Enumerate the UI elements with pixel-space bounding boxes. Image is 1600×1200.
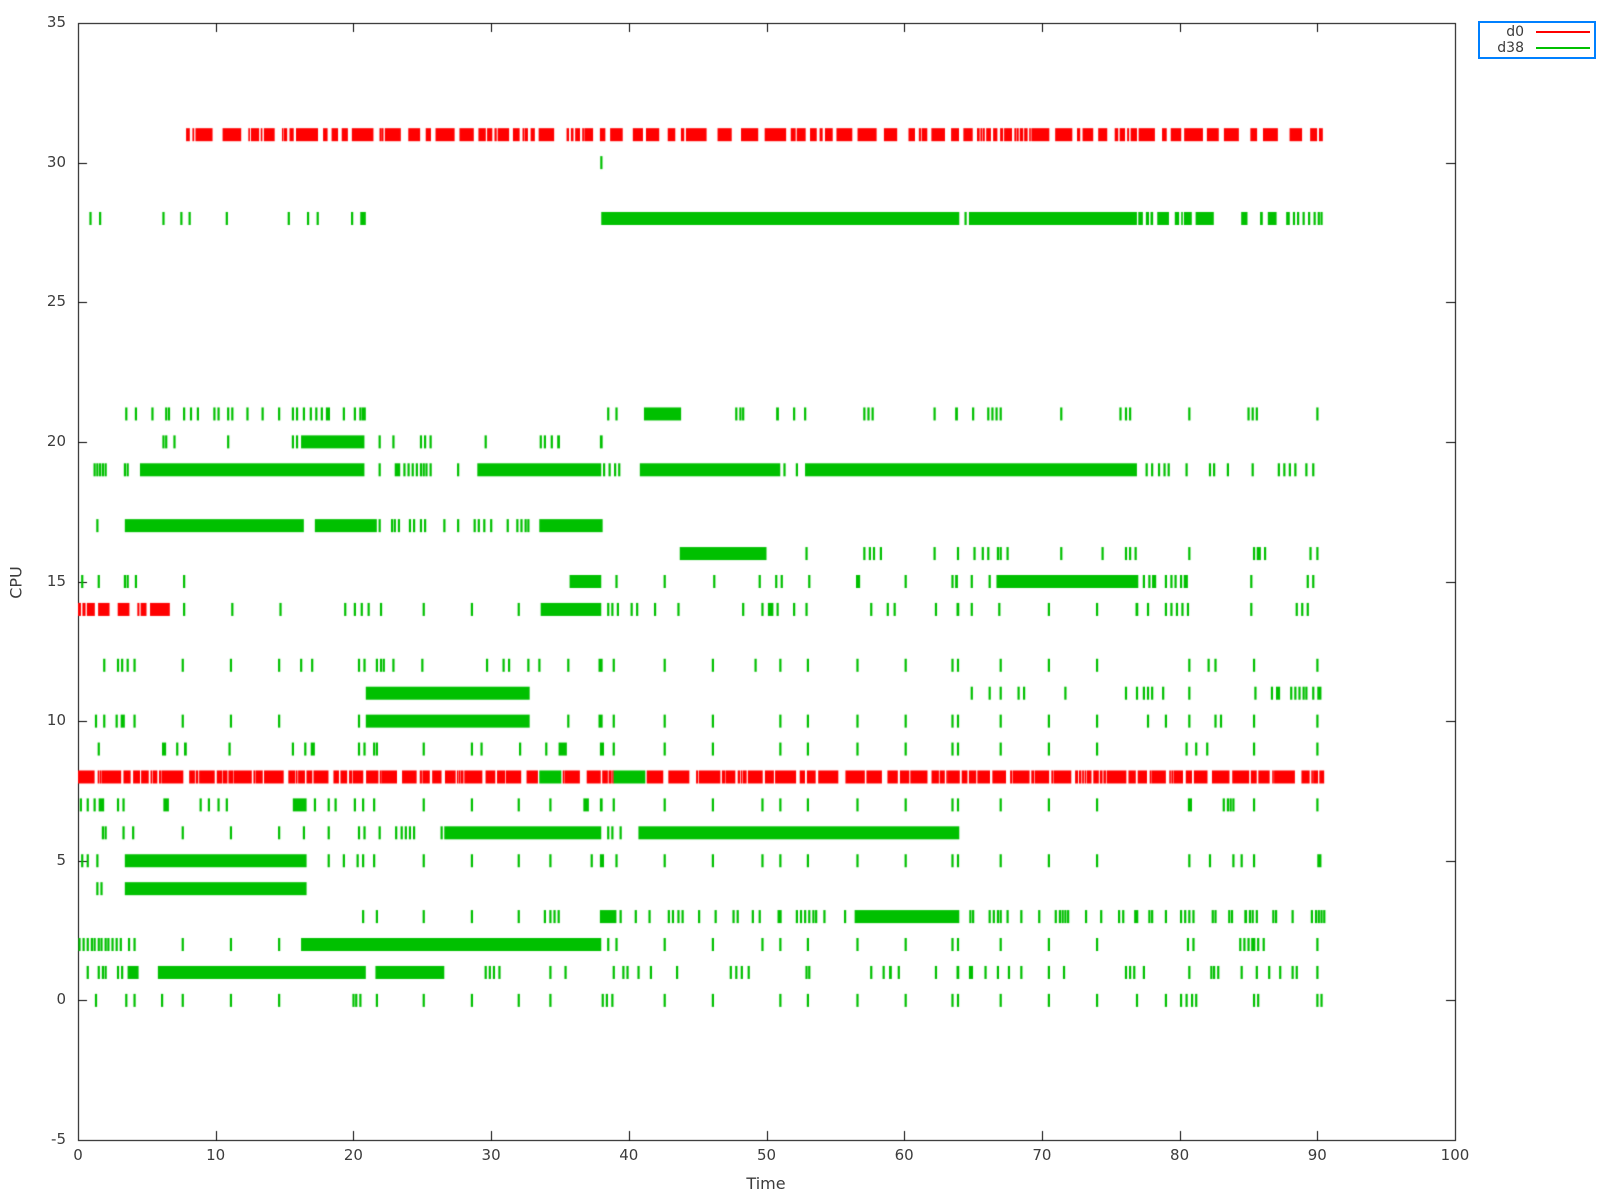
y-tick-label: 15 — [46, 571, 66, 590]
x-axis-title: Time — [746, 1174, 786, 1193]
x-tick-label: 50 — [756, 1146, 777, 1164]
x-tick-label: 70 — [1032, 1146, 1052, 1164]
legend-line-sample-d0 — [1536, 31, 1590, 33]
y-tick-label: 30 — [46, 152, 66, 171]
y-tick-label: 25 — [46, 292, 66, 311]
legend-entry-d0: d0 — [1484, 24, 1590, 40]
x-tick-label: 90 — [1307, 1146, 1327, 1164]
y-tick-label: 35 — [46, 13, 66, 31]
y-tick-label: 5 — [56, 850, 66, 869]
legend: d0 d38 — [1478, 21, 1596, 59]
x-tick-label: 10 — [206, 1146, 226, 1164]
y-tick-label: -5 — [51, 1130, 66, 1148]
x-tick-label: 100 — [1440, 1146, 1470, 1164]
y-axis-title: CPU — [6, 566, 26, 599]
x-tick-label: 40 — [619, 1146, 639, 1164]
y-tick-label: 20 — [46, 431, 66, 450]
x-tick-label: 30 — [481, 1146, 501, 1164]
x-tick-label: 20 — [343, 1146, 363, 1164]
x-tick-label: 0 — [73, 1146, 83, 1164]
legend-entry-d38: d38 — [1484, 40, 1590, 56]
y-tick-label: 0 — [56, 990, 66, 1009]
x-tick-label: 80 — [1170, 1146, 1190, 1164]
legend-label-d38: d38 — [1497, 40, 1524, 56]
legend-label-d0: d0 — [1506, 24, 1524, 40]
y-tick-label: 10 — [46, 711, 66, 730]
legend-line-sample-d38 — [1536, 47, 1590, 49]
x-tick-label: 60 — [894, 1146, 914, 1164]
